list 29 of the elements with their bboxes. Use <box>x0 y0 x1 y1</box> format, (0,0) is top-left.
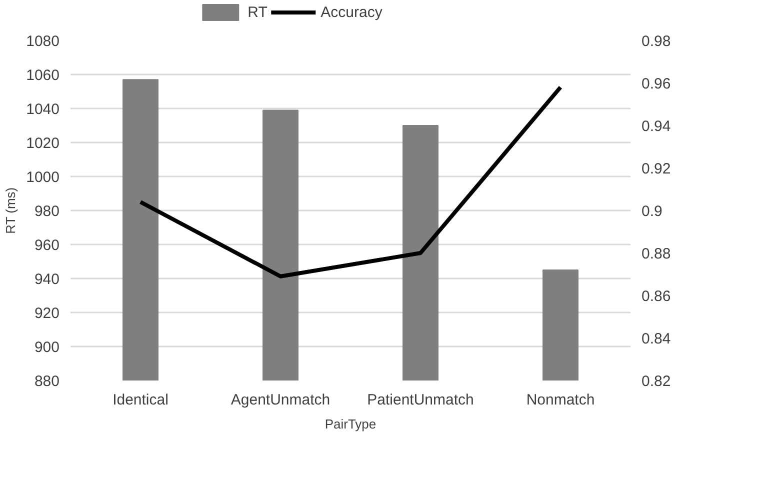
x-axis-title: PairType <box>324 416 376 432</box>
x-tick-label: PatientUnmatch <box>367 392 474 408</box>
y2-tick-label: 0.9 <box>642 203 662 220</box>
x-tick-label: Nonmatch <box>526 392 595 408</box>
legend-label: RT <box>248 4 268 20</box>
y2-tick-label: 0.98 <box>642 33 671 50</box>
y-tick-label: 1000 <box>26 169 60 186</box>
line-series <box>138 85 562 278</box>
y2-tick-label: 0.88 <box>642 246 671 262</box>
legend-label: Accuracy <box>320 4 382 20</box>
y-tick-label: 940 <box>34 271 60 288</box>
y-tick-label: 1020 <box>26 135 60 152</box>
x-tick-label: AgentUnmatch <box>230 392 330 408</box>
y-tick-label: 1080 <box>26 33 60 50</box>
y-axis-title: RT (ms) <box>3 187 18 234</box>
x-tick-label: Identical <box>112 392 168 408</box>
y2-tick-label: 0.96 <box>642 76 671 92</box>
y-tick-label: 1060 <box>26 67 60 84</box>
y-tick-label: 960 <box>34 237 60 254</box>
y2-tick-label: 0.86 <box>642 288 671 305</box>
y-tick-label: 980 <box>34 203 60 220</box>
y-tick-label: 880 <box>34 373 60 390</box>
y-tick-label: 900 <box>34 339 60 356</box>
y-tick-label: 1040 <box>26 101 60 118</box>
y2-tick-label: 0.94 <box>642 118 671 135</box>
y-tick-label: 920 <box>34 305 60 322</box>
y2-tick-label: 0.84 <box>642 330 671 348</box>
y2-tick-label: 0.82 <box>642 373 671 390</box>
y2-tick-label: 0.92 <box>642 160 671 178</box>
